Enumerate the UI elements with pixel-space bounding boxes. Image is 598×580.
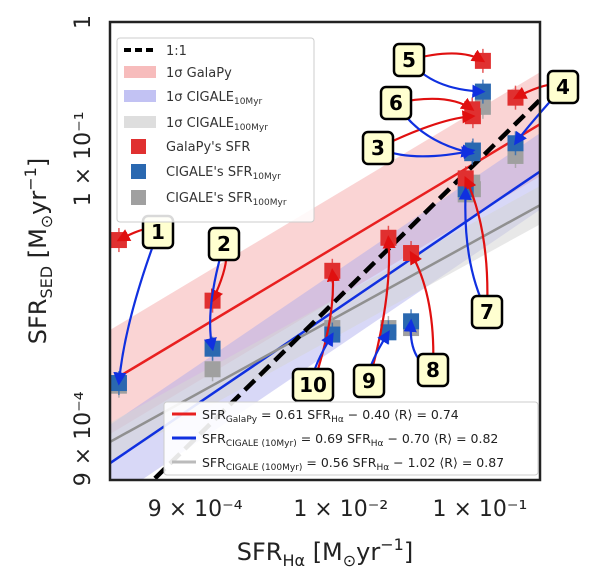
fit-legend: SFRGalaPy = 0.61 SFRHα − 0.40 ⟨R⟩ = 0.74… xyxy=(163,401,539,476)
callout-box-9 xyxy=(352,363,386,399)
callout-box-6 xyxy=(379,85,413,121)
legend-label-galapy-band: 1σ GalaPy xyxy=(166,66,232,81)
legend-swatch-galapy-points xyxy=(131,139,146,154)
x-tick-label: 1 × 10⁻² xyxy=(293,497,388,522)
legend: 1:1 1σ GalaPy 1σ CIGALE10Myr 1σ CIGALE10… xyxy=(116,37,315,223)
point-cigale100-2 xyxy=(204,361,221,378)
callout-box-2 xyxy=(207,226,241,262)
legend-box xyxy=(116,37,315,223)
y-tick-label: 1 xyxy=(71,15,96,29)
callout-label-8: 8 xyxy=(426,358,440,382)
one-to-one-line xyxy=(150,98,540,480)
tick-labels: 9 × 10⁻⁴ 1 × 10⁻² 1 × 10⁻¹ 9 × 10⁻⁴ 1 × 10⁻¹… xyxy=(71,15,527,522)
y-tick-label: 1 × 10⁻¹ xyxy=(71,111,96,206)
callout-label-5: 5 xyxy=(402,48,416,72)
callout-labels: 1 2 3 4 5 6 7 8 9 10 xyxy=(141,42,580,403)
x-axis-title: SFRHα [M⊙yr−1] xyxy=(237,535,413,570)
plot-frame xyxy=(108,20,542,482)
callout-label-7: 7 xyxy=(480,300,494,324)
point-galapy-1 xyxy=(110,232,127,249)
x-axis-subscript: Hα xyxy=(282,551,305,570)
legend-swatch-cigale100-band xyxy=(124,116,156,128)
callout-box-7 xyxy=(470,294,504,330)
callout-label-2: 2 xyxy=(217,232,231,256)
callout-label-10: 10 xyxy=(299,373,327,397)
callout-box-8 xyxy=(416,352,450,388)
legend-swatch-cigale100-points xyxy=(131,190,146,205)
callout-arrow-9-red xyxy=(367,235,396,382)
legend-swatch-cigale10-band xyxy=(124,90,156,102)
legend-swatch-galapy-band xyxy=(124,66,156,78)
callout-box-10 xyxy=(291,367,335,403)
callout-arrow-1-blue xyxy=(113,231,160,386)
callout-box-4 xyxy=(546,69,580,105)
y-axis-title: SFRSED [M⊙yr−1] xyxy=(21,158,56,344)
callout-box-3 xyxy=(361,130,395,166)
fit-text-galapy: SFRGalaPy = 0.61 SFRHα − 0.40 ⟨R⟩ = 0.74 xyxy=(202,407,459,425)
point-cigale100-4 xyxy=(507,147,524,164)
y-tick-label: 9 × 10⁻⁴ xyxy=(71,391,96,486)
callout-label-4: 4 xyxy=(556,75,570,99)
legend-label-cigale10-points: CIGALE's SFR10Myr xyxy=(166,165,281,182)
callout-box-5 xyxy=(392,42,426,78)
callout-label-9: 9 xyxy=(362,369,376,393)
callout-label-6: 6 xyxy=(389,91,403,115)
callout-label-1: 1 xyxy=(151,220,165,244)
legend-label-galapy-points: GalaPy's SFR xyxy=(166,140,250,155)
legend-label-1to1: 1:1 xyxy=(166,44,187,59)
x-tick-label: 9 × 10⁻⁴ xyxy=(148,497,243,522)
fit-legend-box xyxy=(163,401,539,476)
callout-label-3: 3 xyxy=(371,136,385,160)
legend-swatch-cigale10-points xyxy=(131,164,146,179)
x-tick-label: 1 × 10⁻¹ xyxy=(433,497,528,522)
